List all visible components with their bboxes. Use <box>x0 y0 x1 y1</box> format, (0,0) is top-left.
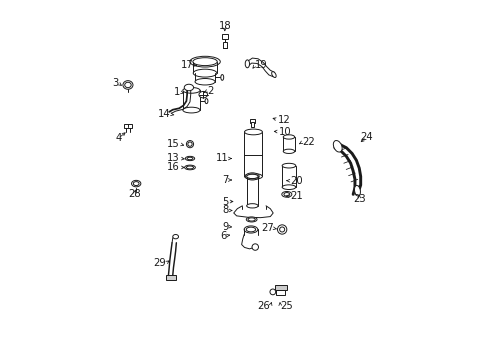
Text: 2: 2 <box>206 86 213 96</box>
Text: 3: 3 <box>112 78 118 88</box>
Text: 10: 10 <box>278 127 290 136</box>
Bar <box>250 122 253 127</box>
Ellipse shape <box>283 135 294 139</box>
Bar <box>276 290 285 296</box>
Text: 24: 24 <box>359 132 372 142</box>
Bar <box>166 275 175 280</box>
Ellipse shape <box>184 165 195 170</box>
Bar <box>283 137 294 151</box>
Ellipse shape <box>199 91 207 98</box>
Ellipse shape <box>282 163 295 168</box>
Ellipse shape <box>133 181 139 185</box>
Bar <box>124 125 132 128</box>
Ellipse shape <box>246 204 258 208</box>
Ellipse shape <box>187 157 192 160</box>
Ellipse shape <box>281 192 291 197</box>
Text: 23: 23 <box>352 194 365 204</box>
Ellipse shape <box>271 72 276 77</box>
Ellipse shape <box>246 217 257 222</box>
Text: 12: 12 <box>277 115 290 125</box>
Bar <box>223 41 226 48</box>
Circle shape <box>269 289 275 295</box>
Text: 29: 29 <box>153 258 165 268</box>
Text: 7: 7 <box>222 175 228 185</box>
Circle shape <box>251 244 258 250</box>
Ellipse shape <box>185 156 194 161</box>
Ellipse shape <box>244 129 262 135</box>
Text: 28: 28 <box>128 189 141 199</box>
Text: 5: 5 <box>222 197 228 207</box>
Ellipse shape <box>122 81 133 89</box>
Ellipse shape <box>282 185 295 189</box>
Text: 16: 16 <box>167 162 180 172</box>
Bar <box>274 285 286 291</box>
Ellipse shape <box>195 78 215 85</box>
Text: 4: 4 <box>115 134 121 143</box>
Ellipse shape <box>247 218 255 221</box>
Ellipse shape <box>172 234 178 239</box>
Ellipse shape <box>244 174 262 179</box>
Ellipse shape <box>221 75 223 80</box>
Text: 19: 19 <box>255 60 267 70</box>
Ellipse shape <box>186 166 193 169</box>
Ellipse shape <box>246 174 258 179</box>
Ellipse shape <box>244 60 249 68</box>
Text: 18: 18 <box>218 21 231 31</box>
Bar <box>183 90 200 110</box>
Ellipse shape <box>333 140 342 152</box>
Text: 17: 17 <box>181 60 193 70</box>
Bar <box>282 166 295 187</box>
Ellipse shape <box>189 56 220 67</box>
Circle shape <box>279 227 284 232</box>
Bar <box>250 119 254 123</box>
Bar <box>222 34 227 39</box>
Text: 21: 21 <box>289 191 302 201</box>
Ellipse shape <box>183 87 200 93</box>
Circle shape <box>277 225 286 234</box>
Text: 8: 8 <box>222 206 228 216</box>
Text: 9: 9 <box>222 222 228 231</box>
Ellipse shape <box>184 84 193 91</box>
Text: 1: 1 <box>173 87 180 97</box>
Ellipse shape <box>192 58 217 66</box>
Ellipse shape <box>124 82 131 87</box>
Ellipse shape <box>183 107 200 113</box>
Text: 25: 25 <box>280 301 292 311</box>
Text: 6: 6 <box>220 231 226 240</box>
Ellipse shape <box>247 174 257 179</box>
Text: 15: 15 <box>167 139 180 149</box>
Ellipse shape <box>244 226 257 233</box>
Ellipse shape <box>245 173 259 180</box>
Text: 27: 27 <box>261 224 273 233</box>
Ellipse shape <box>283 149 294 153</box>
Text: 13: 13 <box>167 153 180 163</box>
Ellipse shape <box>246 227 255 232</box>
Text: 20: 20 <box>289 176 302 186</box>
Circle shape <box>187 142 192 146</box>
Ellipse shape <box>354 185 360 196</box>
Ellipse shape <box>204 99 207 104</box>
Text: 11: 11 <box>215 153 228 163</box>
Circle shape <box>186 140 193 148</box>
Ellipse shape <box>131 180 141 187</box>
Ellipse shape <box>284 193 289 196</box>
Ellipse shape <box>193 69 217 77</box>
Text: 26: 26 <box>257 301 270 311</box>
Text: 22: 22 <box>301 138 314 147</box>
Text: 14: 14 <box>158 109 171 120</box>
